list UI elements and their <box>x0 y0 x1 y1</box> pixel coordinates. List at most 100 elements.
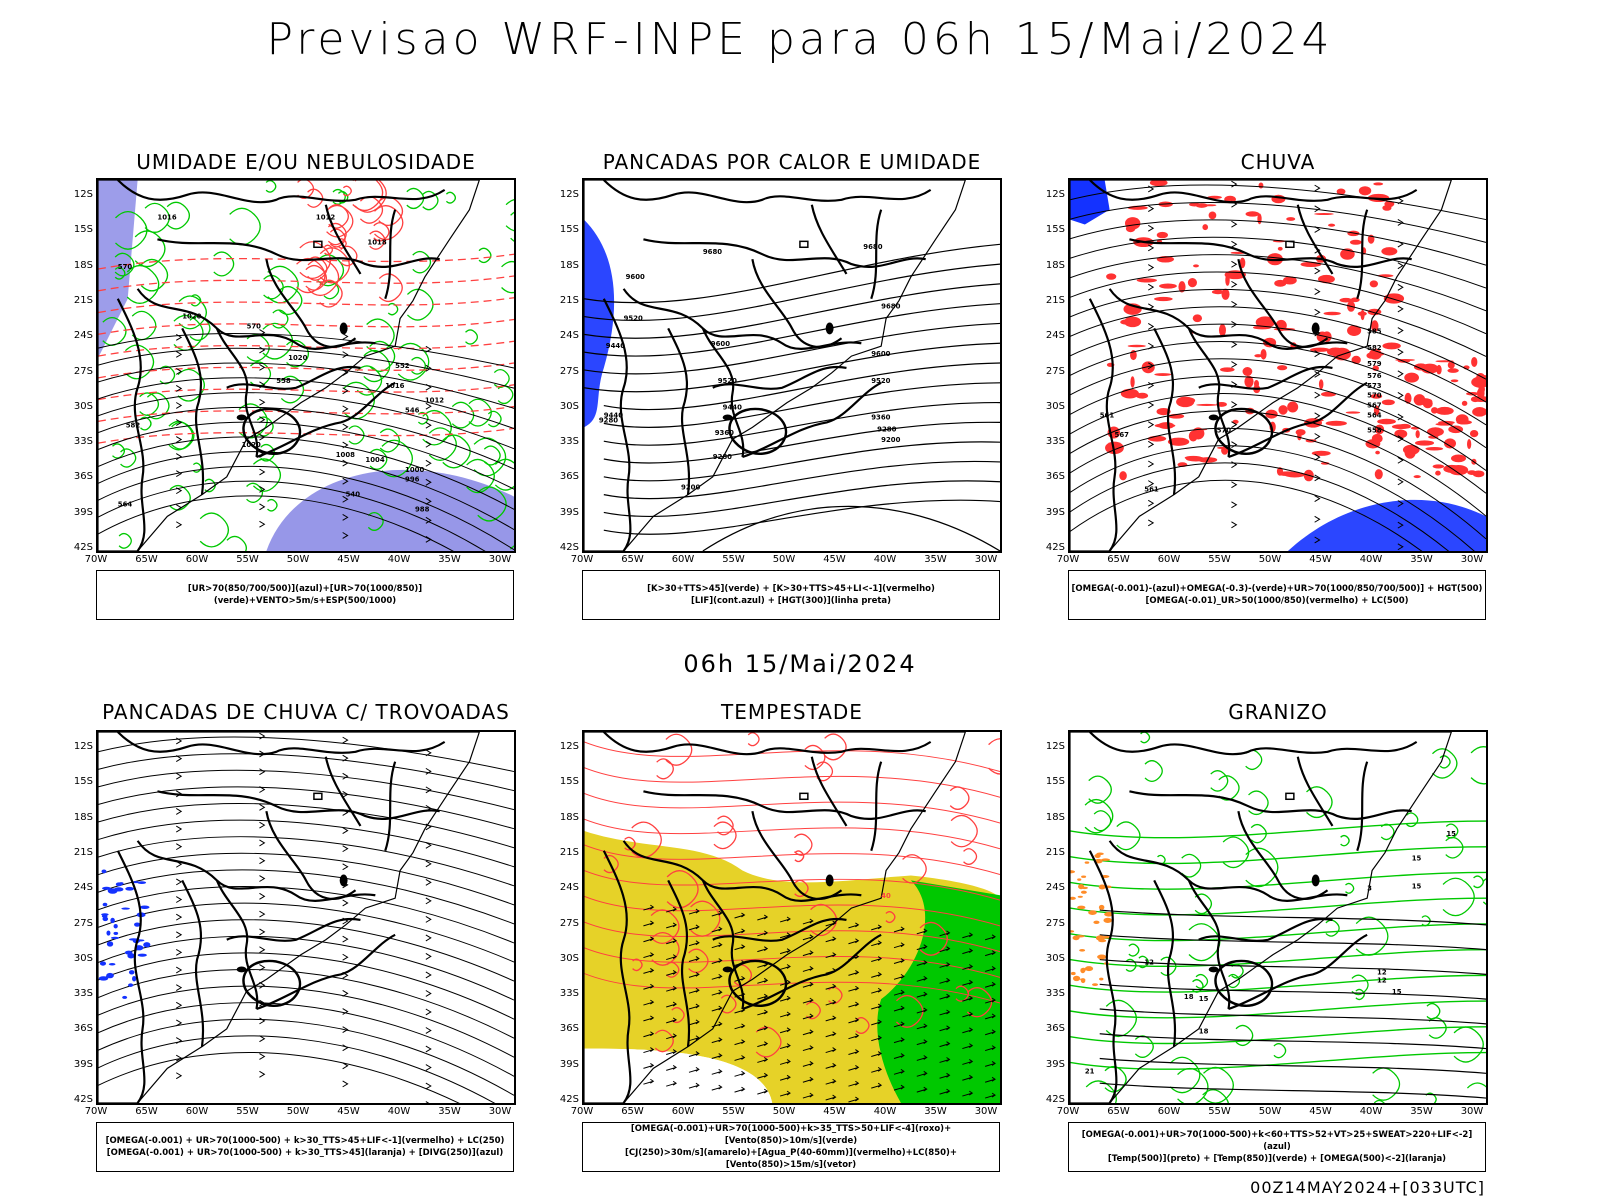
lon-tick-label: 65W <box>135 554 158 565</box>
lat-tick-label: 24S <box>559 330 579 342</box>
lon-tick-label: 70W <box>1056 554 1080 565</box>
lat-tick-label: 21S <box>73 846 93 858</box>
contour-label: 1020 <box>242 441 261 449</box>
legend-line: [OMEGA(-0.001)+UR>70(1000-500)+k<60+TTS>… <box>1081 1130 1473 1152</box>
lat-tick-label: 15S <box>73 776 93 788</box>
lat-tick-label: 27S <box>1045 365 1065 377</box>
lon-tick-label: 40W <box>1359 1106 1383 1117</box>
lat-tick-label: 15S <box>1045 776 1065 788</box>
lon-tick-label: 60W <box>1157 554 1181 565</box>
lat-tick-label: 33S <box>559 436 579 448</box>
contour-label: 18 <box>1199 1028 1209 1036</box>
lon-tick-label: 70W <box>84 1106 108 1117</box>
lat-tick-label: 30S <box>559 400 579 412</box>
contour-label: 3 <box>1367 884 1372 892</box>
lat-tick-label: 42S <box>559 1094 579 1105</box>
map-pancadas-calor: 9680 9680 9600 9680 9520 9600 9440 9600 9520 9520… <box>582 178 1002 553</box>
contour-label: 561 <box>1144 486 1159 494</box>
contour-label: 9440 <box>606 342 625 350</box>
lon-tick-label: 45W <box>1309 1106 1332 1117</box>
legend-line: [OMEGA(-0.01)_UR>50(1000/850)(vermelho) … <box>1145 596 1409 606</box>
lon-tick-label: 60W <box>185 554 209 565</box>
contour-label: 9280 <box>713 453 732 461</box>
lon-tick-label: 40W <box>387 554 411 565</box>
lat-tick-label: 12S <box>559 741 579 752</box>
lat-tick-label: 39S <box>1045 1058 1065 1070</box>
contour-label: 9520 <box>718 377 737 385</box>
lon-tick-label: 40W <box>1359 554 1383 565</box>
contour-label: 9280 <box>599 416 618 424</box>
panel-title-pancadas-calor: PANCADAS POR CALOR E UMIDADE <box>602 150 982 174</box>
contour-label: 9680 <box>703 248 722 256</box>
lat-tick-label: 30S <box>559 952 579 964</box>
legend-line: [Temp(500)](preto) + [Temp(850)](verde) … <box>1107 1154 1447 1164</box>
lon-tick-label: 50W <box>1258 1106 1282 1117</box>
contour-label: 1004 <box>365 456 384 464</box>
panel-title-trovoadas: PANCADAS DE CHUVA C/ TROVOADAS <box>102 700 510 724</box>
lon-tick-label: 55W <box>236 1106 259 1117</box>
contour-label: 1016 <box>157 214 176 222</box>
contour-label: 558 <box>276 377 291 385</box>
contour-label: 570 <box>1367 392 1382 400</box>
lon-tick-label: 55W <box>722 1106 745 1117</box>
lat-tick-label: 12S <box>73 189 93 200</box>
contour-label: 9360 <box>871 413 890 421</box>
lat-tick-label: 18S <box>1045 811 1065 823</box>
legend-granizo: [OMEGA(-0.001)+UR>70(1000-500)+k<60+TTS>… <box>1068 1122 1486 1172</box>
contour-label: 21 <box>1085 1067 1095 1075</box>
lon-tick-label: 60W <box>1157 1106 1181 1117</box>
contour-label: 9680 <box>863 243 882 251</box>
panel-title-tempestade: TEMPESTADE <box>721 700 863 724</box>
panel-title-granizo: GRANIZO <box>1228 700 1328 724</box>
lat-tick-label: 36S <box>559 471 579 483</box>
legend-line: [LIF](cont.azul) + [HGT(300)](linha pret… <box>690 596 892 606</box>
contour-label: 585 <box>1367 327 1382 335</box>
contour-label: 564 <box>118 500 133 508</box>
lat-tick-label: 27S <box>73 917 93 929</box>
map-granizo: 15 15 3 15 12 12 15 18 12 15 18 21 <box>1068 730 1488 1105</box>
forecast-time-subtitle: 06h 15/Mai/2024 <box>683 650 917 678</box>
contour-label: 579 <box>1367 360 1382 368</box>
panel-title-umidade: UMIDADE E/OU NEBULOSIDADE <box>136 150 476 174</box>
main-title: Previsao WRF-INPE para 06h 15/Mai/2024 <box>266 14 1334 65</box>
contour-label: 15 <box>1392 988 1402 996</box>
map-trovoadas <box>96 730 516 1105</box>
lon-tick-label: 45W <box>337 554 360 565</box>
lon-tick-label: 50W <box>1258 554 1282 565</box>
lon-tick-label: 65W <box>1107 554 1130 565</box>
contour-label: 564 <box>1367 411 1382 419</box>
contour-label: 1008 <box>336 451 355 459</box>
lat-tick-label: 36S <box>1045 471 1065 483</box>
lon-tick-label: 65W <box>621 1106 644 1117</box>
lat-tick-label: 15S <box>559 224 579 236</box>
lat-tick-label: 36S <box>73 471 93 483</box>
panel-title-chuva: CHUVA <box>1240 150 1316 174</box>
lon-tick-label: 45W <box>823 554 846 565</box>
contour-label: 576 <box>1367 372 1382 380</box>
lon-tick-label: 35W <box>924 554 947 565</box>
lat-tick-label: 15S <box>559 776 579 788</box>
lon-tick-label: 70W <box>570 554 594 565</box>
lat-tick-label: 24S <box>73 882 93 894</box>
contour-label: 558 <box>1367 426 1382 434</box>
lon-tick-label: 30W <box>488 554 512 565</box>
legend-line: [OMEGA(-0.001) + UR>70(1000-500) + k>30_… <box>105 1136 505 1146</box>
lat-tick-label: 24S <box>559 882 579 894</box>
contour-label: 1000 <box>405 466 424 474</box>
map-tempestade: 40 <box>582 730 1002 1105</box>
contour-label: 573 <box>1367 382 1382 390</box>
lon-tick-label: 30W <box>974 554 998 565</box>
lat-tick-label: 36S <box>73 1023 93 1035</box>
map-plot-trovoadas <box>98 732 514 1103</box>
map-chuva: 585 582 579 576 573 570 567 564 561 558 570 567 561 <box>1068 178 1488 553</box>
lat-tick-label: 39S <box>559 506 579 518</box>
lat-tick-label: 36S <box>559 1023 579 1035</box>
contour-label: 9600 <box>711 340 730 348</box>
lat-tick-label: 21S <box>1045 846 1065 858</box>
lat-tick-label: 30S <box>73 952 93 964</box>
lat-tick-label: 12S <box>1045 741 1065 752</box>
lat-tick-label: 24S <box>73 330 93 342</box>
lat-tick-label: 39S <box>559 1058 579 1070</box>
lon-tick-label: 35W <box>924 1106 947 1117</box>
contour-label: 12 <box>1377 976 1387 984</box>
